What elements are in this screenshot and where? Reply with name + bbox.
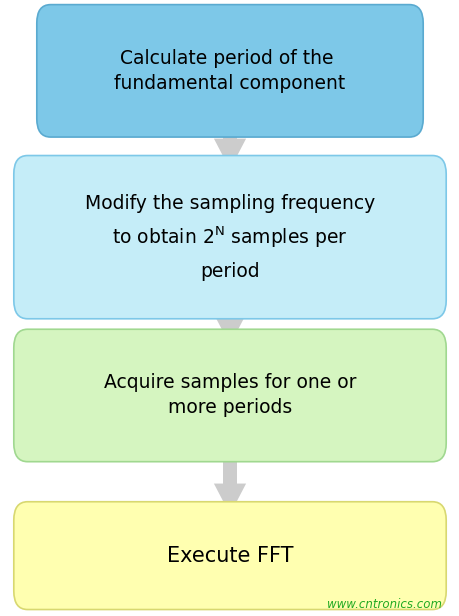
FancyBboxPatch shape [14, 501, 445, 610]
Text: period: period [200, 262, 259, 280]
Polygon shape [223, 444, 236, 484]
FancyBboxPatch shape [14, 330, 445, 462]
Text: Calculate period of the 
fundamental component: Calculate period of the fundamental comp… [114, 49, 345, 93]
Text: Modify the sampling frequency: Modify the sampling frequency [85, 194, 374, 213]
Polygon shape [213, 314, 246, 345]
Text: to obtain 2$^\mathregular{N}$ samples per: to obtain 2$^\mathregular{N}$ samples pe… [112, 224, 347, 250]
FancyBboxPatch shape [37, 4, 422, 137]
Polygon shape [223, 120, 236, 139]
FancyBboxPatch shape [14, 155, 445, 319]
Text: Execute FFT: Execute FFT [166, 546, 293, 565]
Text: www.cntronics.com: www.cntronics.com [326, 598, 441, 611]
Polygon shape [213, 139, 246, 169]
Text: Acquire samples for one or
more periods: Acquire samples for one or more periods [104, 373, 355, 418]
Polygon shape [223, 302, 236, 314]
Polygon shape [213, 484, 246, 514]
